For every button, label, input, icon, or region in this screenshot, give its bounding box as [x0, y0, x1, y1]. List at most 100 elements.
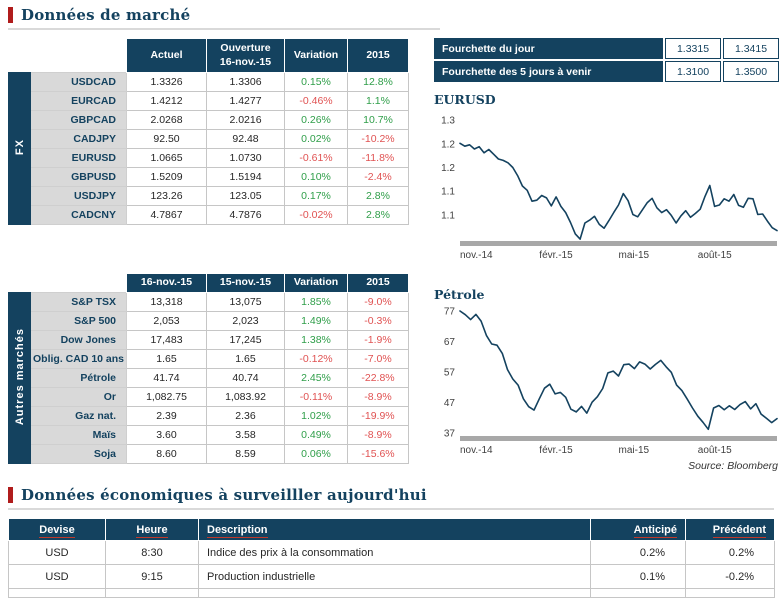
market-data-heading: Données de marché: [8, 6, 440, 30]
eurusd-chart-title: EURUSD: [434, 92, 496, 107]
y-tick-label: 1.1: [441, 210, 455, 221]
cell-col2: 2.36: [206, 406, 285, 426]
cell-label: CADJPY: [30, 129, 127, 149]
table-row: GBPCAD 2.0268 2.0216 0.26% 10.7%: [9, 110, 409, 130]
other-markets-header-variation: Variation: [284, 273, 348, 293]
cell-ouverture: 1.5194: [206, 167, 285, 187]
empty-cell: [590, 588, 686, 598]
cell-label: EURCAD: [30, 91, 127, 111]
fx-header-variation: Variation: [284, 38, 348, 73]
cell-label: GBPCAD: [30, 110, 127, 130]
cell-label: Oblig. CAD 10 ans: [30, 349, 127, 369]
fx-side-label: FX: [8, 72, 31, 225]
cell-variation: -0.02%: [284, 205, 348, 225]
table-row: S&P 500 2,053 2,023 1.49% -0.3%: [9, 311, 409, 331]
fx-header-row: Actuel Ouverture 16-nov.-15 Variation 20…: [9, 38, 409, 73]
five-day-range-label: Fourchette des 5 jours à venir: [434, 61, 663, 82]
cell-variation: 1.02%: [284, 406, 348, 426]
cell-ouverture: 123.05: [206, 186, 285, 206]
x-axis-bar: [460, 436, 777, 441]
cell-col2: 17,245: [206, 330, 285, 350]
cell-col2: 8.59: [206, 444, 285, 464]
fx-header-ouverture: Ouverture 16-nov.-15: [206, 38, 285, 73]
y-tick-label: 37: [444, 429, 456, 440]
econ-header-anticipe: Anticipé: [590, 518, 686, 541]
cell-variation: 0.15%: [284, 72, 348, 92]
y-tick-label: 1.2: [441, 163, 455, 174]
cell-ytd: -7.0%: [347, 349, 409, 369]
cell-col1: 2,053: [126, 311, 207, 331]
cell-variation: 0.26%: [284, 110, 348, 130]
economic-section-title: Données économiques à surveilller aujour…: [21, 486, 427, 504]
cell-ytd: -19.9%: [347, 406, 409, 426]
cell-variation: 0.02%: [284, 129, 348, 149]
fx-header-ouverture-line1: Ouverture: [220, 41, 271, 54]
cell-col1: 2.39: [126, 406, 207, 426]
cell-variation: -0.11%: [284, 387, 348, 407]
cell-precedent: 0.2%: [685, 540, 775, 565]
other-markets-header-col1: 16-nov.-15: [126, 273, 207, 293]
fx-header-ouverture-line2: 16-nov.-15: [219, 55, 272, 68]
cell-variation: -0.61%: [284, 148, 348, 168]
table-row: CADCNY 4.7867 4.7876 -0.02% 2.8%: [9, 205, 409, 225]
cell-ytd: 10.7%: [347, 110, 409, 130]
cell-ytd: -2.4%: [347, 167, 409, 187]
cell-col1: 1,082.75: [126, 387, 207, 407]
cell-ytd: -11.8%: [347, 148, 409, 168]
cell-actuel: 123.26: [126, 186, 207, 206]
page-title: Données de marché: [21, 6, 191, 24]
five-day-range-high: 1.3500: [723, 61, 779, 82]
econ-header-devise: Devise: [8, 518, 106, 541]
cell-heure: 9:15: [105, 564, 199, 589]
price-line: [459, 310, 778, 431]
cell-label: GBPUSD: [30, 167, 127, 187]
cell-heure: 8:30: [105, 540, 199, 565]
oil-chart-block: Pétrole 77 67 57 47 37 nov.-14 févr.-15 mai-15 a…: [434, 287, 780, 456]
cell-description: Production industrielle: [198, 564, 591, 589]
x-tick-label: nov.-14: [460, 250, 493, 261]
other-markets-header-row: 16-nov.-15 15-nov.-15 Variation 2015: [9, 273, 409, 293]
cell-label: Soja: [30, 444, 127, 464]
cell-ytd: -9.0%: [347, 292, 409, 312]
cell-col1: 1.65: [126, 349, 207, 369]
cell-ytd: -0.3%: [347, 311, 409, 331]
cell-devise: USD: [8, 564, 106, 589]
cell-col2: 1.65: [206, 349, 285, 369]
economic-events-table: Devise Heure Description Anticipé Précéd…: [8, 518, 775, 598]
table-row: Dow Jones 17,483 17,245 1.38% -1.9%: [9, 330, 409, 350]
cell-ouverture: 1.3306: [206, 72, 285, 92]
other-markets-header-spacer: [9, 274, 127, 293]
cell-ytd: 2.8%: [347, 186, 409, 206]
empty-cell: [8, 588, 106, 598]
y-tick-label: 1.3: [441, 116, 455, 127]
cell-ytd: 12.8%: [347, 72, 409, 92]
table-row: EURUSD 1.0665 1.0730 -0.61% -11.8%: [9, 148, 409, 168]
table-row: EURCAD 1.4212 1.4277 -0.46% 1.1%: [9, 91, 409, 111]
other-markets-header-col2: 15-nov.-15: [206, 273, 285, 293]
cell-label: CADCNY: [30, 205, 127, 225]
cell-col2: 40.74: [206, 368, 285, 388]
cell-ouverture: 4.7876: [206, 205, 285, 225]
x-tick-label: mai-15: [619, 250, 650, 261]
y-tick-label: 47: [444, 398, 456, 409]
cell-label: Gaz nat.: [30, 406, 127, 426]
other-markets-side-label: Autres marchés: [8, 292, 31, 464]
x-tick-label: mai-15: [619, 445, 650, 456]
empty-cell: [198, 588, 591, 598]
cell-anticipe: 0.1%: [590, 564, 686, 589]
cell-col2: 13,075: [206, 292, 285, 312]
econ-header-heure: Heure: [105, 518, 199, 541]
cell-ytd: -22.8%: [347, 368, 409, 388]
top-area: Actuel Ouverture 16-nov.-15 Variation 20…: [8, 38, 779, 472]
heading-accent-bar: [8, 7, 13, 23]
economic-header-row: Devise Heure Description Anticipé Précéd…: [8, 518, 775, 541]
source-note: Source: Bloomberg: [688, 460, 778, 472]
y-tick-label: 67: [444, 337, 456, 348]
fx-header-actuel: Actuel: [126, 38, 207, 73]
cell-ytd: -10.2%: [347, 129, 409, 149]
cell-actuel: 1.5209: [126, 167, 207, 187]
cell-precedent: -0.2%: [685, 564, 775, 589]
cell-col2: 3.58: [206, 425, 285, 445]
y-tick-label: 57: [444, 368, 456, 379]
